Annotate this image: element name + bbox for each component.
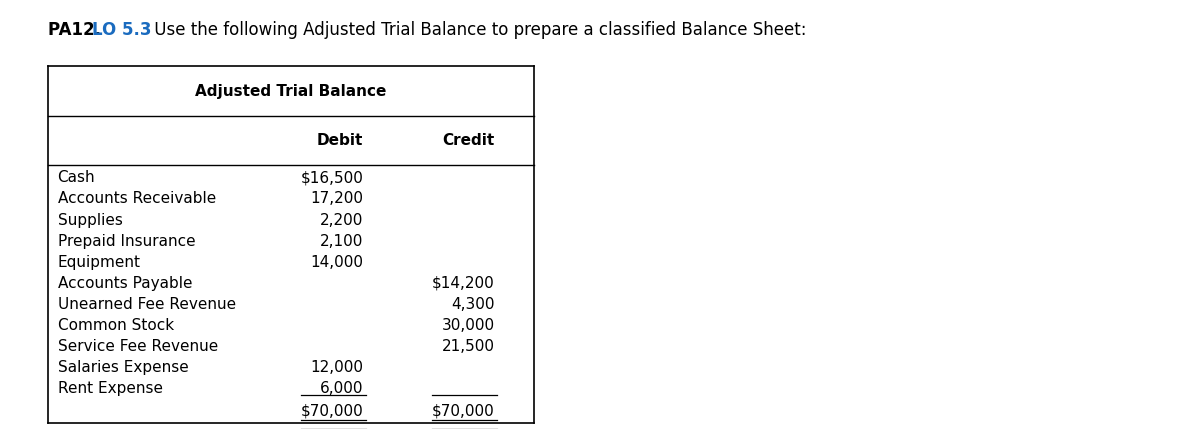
Text: Adjusted Trial Balance: Adjusted Trial Balance xyxy=(196,84,386,99)
Text: Service Fee Revenue: Service Fee Revenue xyxy=(58,339,218,354)
Text: Salaries Expense: Salaries Expense xyxy=(58,360,188,375)
Text: $70,000: $70,000 xyxy=(300,403,364,418)
Text: 14,000: 14,000 xyxy=(311,255,364,270)
Text: $70,000: $70,000 xyxy=(432,403,494,418)
Text: Use the following Adjusted Trial Balance to prepare a classified Balance Sheet:: Use the following Adjusted Trial Balance… xyxy=(149,21,806,39)
Text: Unearned Fee Revenue: Unearned Fee Revenue xyxy=(58,297,235,312)
Text: Cash: Cash xyxy=(58,170,95,185)
Text: $14,200: $14,200 xyxy=(432,276,494,291)
Text: Debit: Debit xyxy=(317,133,364,148)
Text: 2,200: 2,200 xyxy=(320,212,364,227)
Text: $16,500: $16,500 xyxy=(300,170,364,185)
Text: 17,200: 17,200 xyxy=(311,191,364,206)
Text: Accounts Payable: Accounts Payable xyxy=(58,276,192,291)
Text: Prepaid Insurance: Prepaid Insurance xyxy=(58,234,196,249)
Text: Equipment: Equipment xyxy=(58,255,140,270)
Text: Common Stock: Common Stock xyxy=(58,318,174,333)
Text: 21,500: 21,500 xyxy=(442,339,494,354)
Text: 12,000: 12,000 xyxy=(311,360,364,375)
Text: 4,300: 4,300 xyxy=(451,297,494,312)
Text: Accounts Receivable: Accounts Receivable xyxy=(58,191,216,206)
Text: Supplies: Supplies xyxy=(58,212,122,227)
Text: 2,100: 2,100 xyxy=(320,234,364,249)
Text: Rent Expense: Rent Expense xyxy=(58,381,163,396)
Text: LO 5.3: LO 5.3 xyxy=(92,21,152,39)
Text: 30,000: 30,000 xyxy=(442,318,494,333)
Text: PA12.: PA12. xyxy=(48,21,107,39)
Text: 6,000: 6,000 xyxy=(320,381,364,396)
Text: Credit: Credit xyxy=(443,133,494,148)
